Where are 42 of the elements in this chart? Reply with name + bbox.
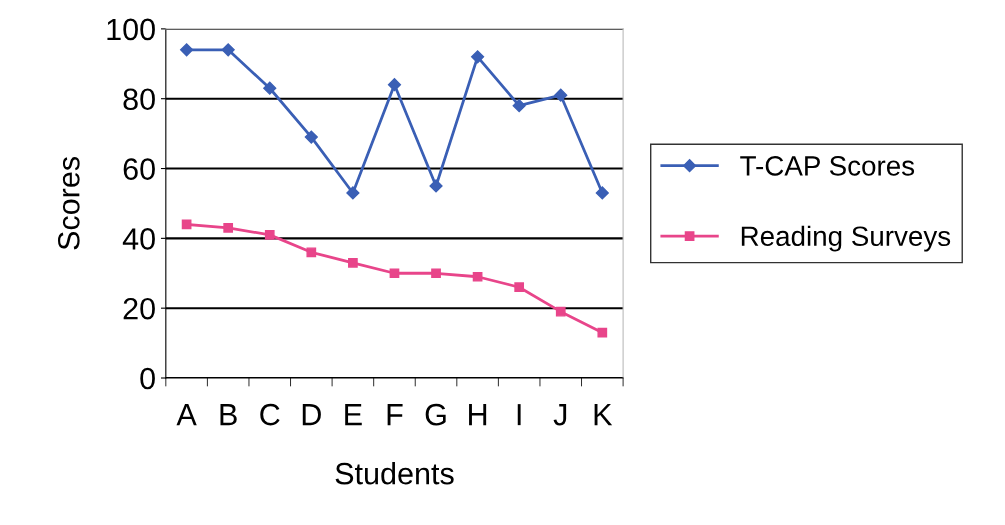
point (595, 186, 609, 200)
point (263, 81, 277, 95)
point (429, 179, 443, 193)
point (223, 223, 234, 233)
y-tick-label: 0 (140, 367, 155, 390)
x-tick-label: I (517, 404, 521, 426)
x-tick-label: K (594, 404, 613, 426)
y-tick-label: 100 (107, 18, 155, 41)
point (472, 271, 483, 282)
point (346, 186, 360, 200)
y-axis-title: Scores (58, 156, 80, 250)
point (348, 257, 358, 268)
point (471, 50, 485, 64)
x-tick-label: A (176, 404, 197, 426)
point (597, 327, 608, 338)
point (304, 130, 318, 144)
x-axis-title: Students (335, 462, 454, 485)
y-tick-label: 20 (123, 297, 155, 320)
x-tick-label: F (387, 404, 403, 426)
x-tick-label: C (260, 403, 280, 426)
point (554, 88, 568, 102)
point (431, 268, 441, 279)
point (555, 306, 566, 317)
point (306, 247, 317, 258)
x-tick-label: B (220, 404, 237, 426)
point (221, 43, 235, 57)
x-tick-label: H (469, 404, 487, 426)
y-tick-label: 40 (122, 228, 155, 250)
y-tick-label: 60 (123, 158, 155, 180)
point (264, 229, 275, 240)
point (387, 78, 402, 92)
point (514, 282, 525, 293)
x-tick-label: J (553, 404, 567, 426)
point (512, 99, 526, 113)
y-tick-label: 80 (123, 88, 155, 111)
point (180, 43, 194, 57)
x-tick-label: D (302, 404, 321, 426)
x-tick-label: G (425, 403, 446, 426)
x-tick-label: E (345, 404, 362, 426)
point (389, 268, 400, 279)
legend-label: T-CAP Scores (740, 156, 915, 176)
legend-label: Reading Surveys (741, 225, 951, 252)
